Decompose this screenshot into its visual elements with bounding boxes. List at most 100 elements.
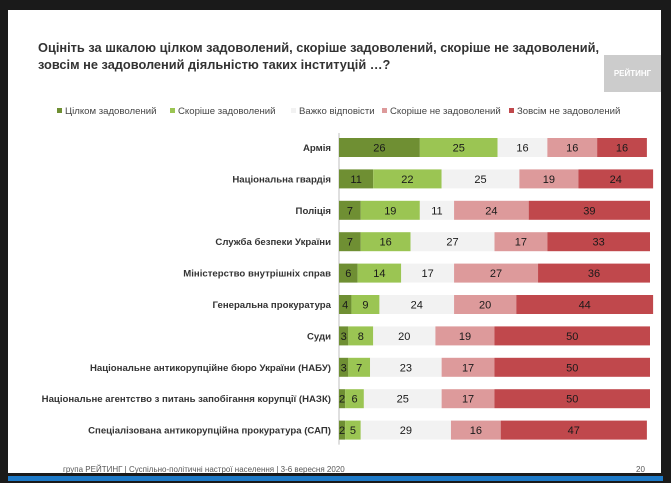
bar-segment-fully-satisfied (339, 138, 420, 157)
category-label: Міністерство внутрішніх справ (183, 269, 331, 280)
bar-value-label: 2 (339, 425, 345, 437)
bar-segment-rather-unsatisfied (441, 389, 495, 409)
category-label: Національна гвардія (232, 174, 331, 185)
bar-segment-rather-unsatisfied (441, 357, 495, 377)
bar-value-label: 24 (411, 300, 423, 312)
bar-value-label: 23 (400, 362, 412, 374)
bar-value-label: 3 (341, 331, 347, 343)
bar-value-label: 20 (479, 300, 491, 312)
bar-segment-fully-unsatisfied (500, 420, 647, 440)
bar-value-label: 19 (384, 205, 396, 217)
legend-item-rather-unsatisfied: Скоріше не задоволений (382, 106, 501, 117)
category-label: Служба безпеки України (215, 237, 331, 248)
page-number: 20 (636, 465, 645, 473)
bar-segment-fully-unsatisfied (516, 295, 654, 314)
category-label: Поліція (296, 206, 331, 217)
bar-segment-rather-satisfied (348, 326, 374, 346)
bar-segment-rather-satisfied (345, 420, 361, 440)
bar-segment-hard-to-say (441, 169, 520, 189)
bar-segment-fully-satisfied (339, 232, 361, 252)
category-label: Спеціалізована антикорупційна прокуратур… (88, 426, 331, 437)
category-label: Генеральна прокуратура (213, 300, 332, 311)
bar-segment-rather-satisfied (348, 357, 371, 377)
legend-swatch-fully-unsatisfied (509, 108, 514, 113)
bar-segment-rather-unsatisfied (494, 232, 548, 252)
bar-value-label: 6 (351, 394, 357, 406)
bar-segment-fully-unsatisfied (538, 263, 650, 283)
bar-segment-rather-satisfied (345, 389, 364, 409)
bar-segment-rather-unsatisfied (454, 295, 517, 314)
bar-segment-rather-unsatisfied (454, 263, 539, 283)
legend-swatch-rather-unsatisfied (382, 108, 387, 113)
legend-label-rather-satisfied: Скоріше задоволений (178, 106, 276, 117)
bar-segment-fully-satisfied (339, 200, 361, 220)
bar-value-label: 27 (490, 268, 502, 280)
bar-value-label: 27 (446, 237, 458, 249)
legend-item-fully-unsatisfied: Зовсім не задоволений (509, 106, 620, 117)
bar-segment-fully-unsatisfied (597, 138, 647, 157)
bar-value-label: 25 (474, 174, 486, 186)
bar-segment-hard-to-say (497, 138, 548, 157)
bar-segment-fully-unsatisfied (494, 357, 650, 377)
bar-value-label: 44 (579, 300, 591, 312)
bar-value-label: 22 (401, 174, 413, 186)
bar-segment-rather-unsatisfied (454, 200, 529, 220)
bar-value-label: 11 (350, 174, 361, 186)
legend-swatch-rather-satisfied (170, 108, 175, 113)
legend-label-rather-unsatisfied: Скоріше не задоволений (390, 106, 501, 117)
bar-value-label: 47 (568, 425, 580, 437)
bar-value-label: 7 (347, 205, 353, 217)
bar-value-label: 16 (566, 143, 578, 155)
bar-value-label: 3 (341, 362, 347, 374)
bar-segment-rather-satisfied (351, 295, 380, 314)
slide: Оцініть за шкалою цілком задоволений, ск… (8, 10, 661, 473)
bar-value-label: 6 (345, 268, 351, 280)
category-label: Суди (307, 331, 331, 342)
bar-value-label: 25 (397, 394, 409, 406)
bar-segment-rather-unsatisfied (519, 169, 579, 189)
bar-segment-fully-satisfied (339, 295, 352, 314)
category-label: Національне агентство з питань запобіган… (42, 394, 331, 405)
bar-segment-fully-satisfied (339, 263, 358, 283)
bar-value-label: 17 (515, 237, 527, 249)
category-label: Армія (303, 143, 331, 154)
bar-segment-rather-unsatisfied (435, 326, 495, 346)
bar-value-label: 16 (470, 425, 482, 437)
bar-value-label: 7 (347, 237, 353, 249)
bar-value-label: 39 (583, 205, 595, 217)
bar-segment-fully-unsatisfied (578, 169, 654, 189)
bar-segment-hard-to-say (363, 389, 442, 409)
bar-segment-fully-unsatisfied (547, 232, 650, 252)
legend-item-fully-satisfied: Цілком задоволений (57, 106, 156, 117)
bar-value-label: 14 (373, 268, 385, 280)
bar-value-label: 11 (431, 205, 442, 217)
bar-segment-fully-satisfied (339, 357, 349, 377)
bar-value-label: 20 (398, 331, 410, 343)
bar-segment-hard-to-say (373, 326, 436, 346)
rating-logo-text: РЕЙТИНГ (613, 69, 652, 78)
bar-value-label: 26 (373, 143, 385, 155)
bar-value-label: 50 (566, 331, 578, 343)
bar-value-label: 17 (422, 268, 434, 280)
bar-value-label: 8 (358, 331, 364, 343)
bar-segment-fully-satisfied (339, 326, 349, 346)
legend-swatch-hard-to-say (291, 108, 296, 113)
bar-value-label: 36 (588, 268, 600, 280)
bar-segment-hard-to-say (360, 420, 451, 440)
bar-segment-fully-unsatisfied (528, 200, 650, 220)
bar-segment-hard-to-say (401, 263, 455, 283)
bar-segment-fully-satisfied (339, 389, 346, 409)
legend-item-hard-to-say: Важко відповісти (291, 106, 375, 117)
bar-value-label: 17 (462, 394, 474, 406)
bar-segment-rather-satisfied (419, 138, 498, 157)
bar-value-label: 50 (566, 394, 578, 406)
legend-swatch-fully-satisfied (57, 108, 62, 113)
bar-segment-rather-satisfied (360, 200, 420, 220)
bottom-accent-line (8, 476, 663, 481)
bar-value-label: 33 (593, 237, 605, 249)
bar-segment-hard-to-say (379, 295, 455, 314)
bar-segment-hard-to-say (410, 232, 495, 252)
legend-label-fully-satisfied: Цілком задоволений (65, 106, 157, 117)
bar-value-label: 24 (485, 205, 497, 217)
bar-segment-rather-satisfied (357, 263, 402, 283)
